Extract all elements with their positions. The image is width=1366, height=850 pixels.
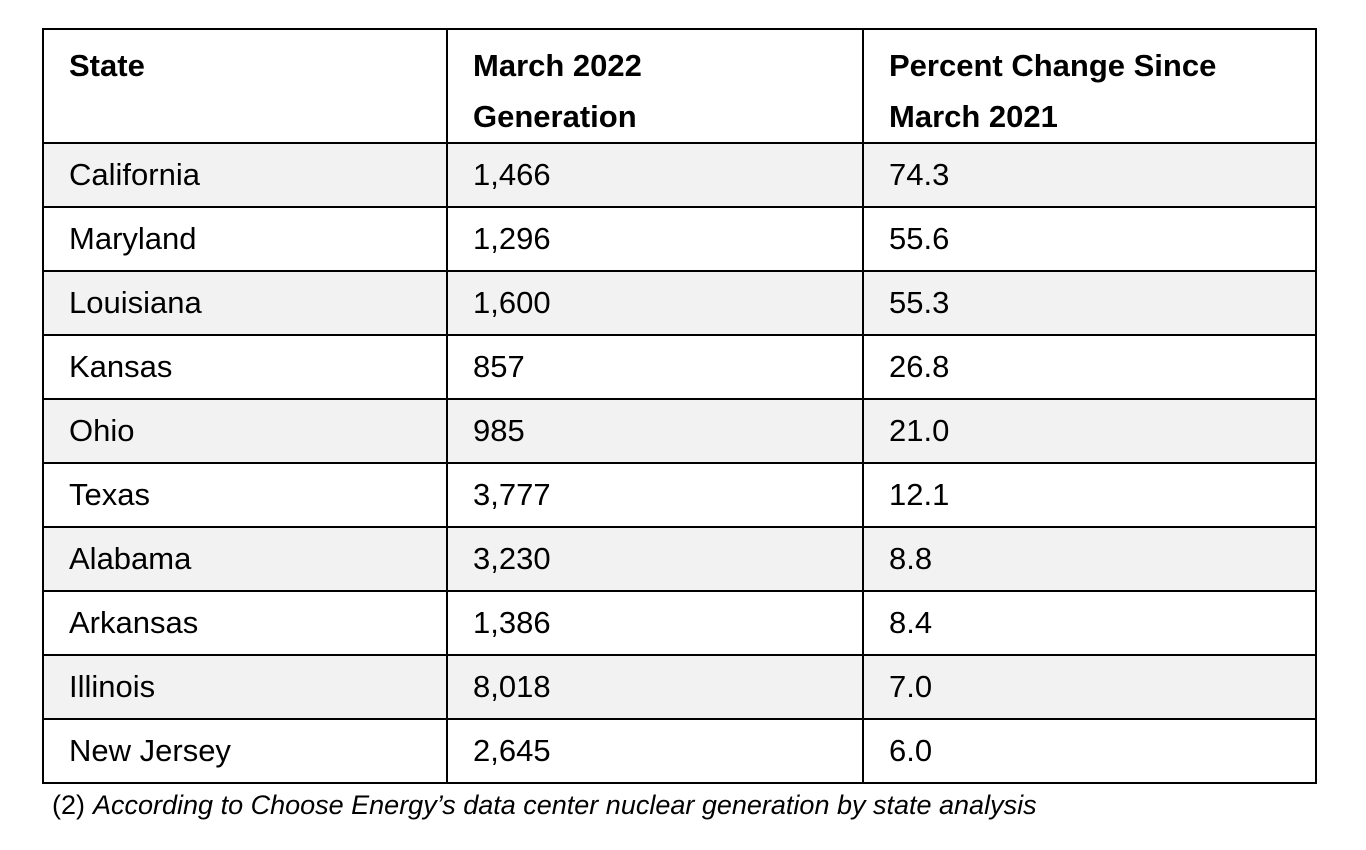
cell-percent-change: 55.3 xyxy=(862,270,1317,336)
table-row: Ohio 985 21.0 xyxy=(42,398,1317,464)
header-generation: March 2022 Generation xyxy=(446,28,864,144)
cell-state: Louisiana xyxy=(42,270,448,336)
cell-generation: 1,296 xyxy=(446,206,864,272)
cell-percent-change: 74.3 xyxy=(862,142,1317,208)
footnote-number: (2) xyxy=(52,790,85,820)
cell-state: California xyxy=(42,142,448,208)
table-row: California 1,466 74.3 xyxy=(42,142,1317,208)
cell-generation: 985 xyxy=(446,398,864,464)
header-percent-change-line-1: Percent Change Since xyxy=(889,48,1217,83)
header-percent-change-line-2: March 2021 xyxy=(889,99,1058,134)
header-state: State xyxy=(42,28,448,144)
cell-generation: 1,466 xyxy=(446,142,864,208)
footnote: (2) According to Choose Energy’s data cen… xyxy=(52,790,1037,821)
table-row: Texas 3,777 12.1 xyxy=(42,462,1317,528)
cell-percent-change: 6.0 xyxy=(862,718,1317,784)
cell-percent-change: 12.1 xyxy=(862,462,1317,528)
table-row: Louisiana 1,600 55.3 xyxy=(42,270,1317,336)
cell-generation: 8,018 xyxy=(446,654,864,720)
table-header-row: State March 2022 Generation Percent Chan… xyxy=(42,28,1317,144)
cell-state: Maryland xyxy=(42,206,448,272)
nuclear-generation-table: State March 2022 Generation Percent Chan… xyxy=(42,28,1317,784)
cell-state: Alabama xyxy=(42,526,448,592)
table-row: Alabama 3,230 8.8 xyxy=(42,526,1317,592)
cell-generation: 1,600 xyxy=(446,270,864,336)
header-generation-line-2: Generation xyxy=(473,99,637,134)
cell-generation: 1,386 xyxy=(446,590,864,656)
cell-state: Illinois xyxy=(42,654,448,720)
cell-generation: 3,777 xyxy=(446,462,864,528)
header-state-line-1: State xyxy=(69,48,145,83)
cell-generation: 857 xyxy=(446,334,864,400)
header-percent-change: Percent Change Since March 2021 xyxy=(862,28,1317,144)
cell-state: Arkansas xyxy=(42,590,448,656)
table-row: Arkansas 1,386 8.4 xyxy=(42,590,1317,656)
table-row: Kansas 857 26.8 xyxy=(42,334,1317,400)
cell-percent-change: 55.6 xyxy=(862,206,1317,272)
cell-percent-change: 26.8 xyxy=(862,334,1317,400)
cell-percent-change: 21.0 xyxy=(862,398,1317,464)
table-row: Illinois 8,018 7.0 xyxy=(42,654,1317,720)
data-table-container: State March 2022 Generation Percent Chan… xyxy=(42,28,1317,784)
table-row: Maryland 1,296 55.6 xyxy=(42,206,1317,272)
cell-state: New Jersey xyxy=(42,718,448,784)
header-generation-line-1: March 2022 xyxy=(473,48,642,83)
cell-state: Kansas xyxy=(42,334,448,400)
cell-percent-change: 8.4 xyxy=(862,590,1317,656)
cell-state: Texas xyxy=(42,462,448,528)
cell-percent-change: 8.8 xyxy=(862,526,1317,592)
cell-generation: 2,645 xyxy=(446,718,864,784)
cell-percent-change: 7.0 xyxy=(862,654,1317,720)
cell-state: Ohio xyxy=(42,398,448,464)
table-row: New Jersey 2,645 6.0 xyxy=(42,718,1317,784)
footnote-text: According to Choose Energy’s data center… xyxy=(93,790,1037,820)
cell-generation: 3,230 xyxy=(446,526,864,592)
